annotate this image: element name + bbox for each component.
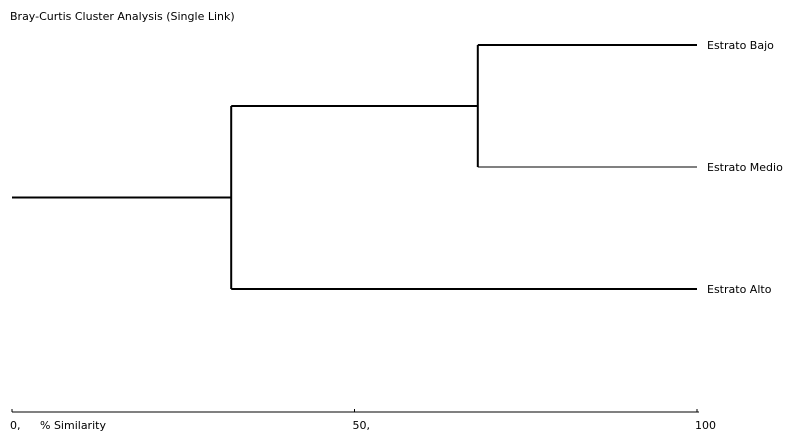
- dendrogram-tree: [12, 44, 697, 290]
- similarity-axis: % Similarity 0, 50, 100: [10, 409, 716, 432]
- leaf-labels: Estrato Bajo Estrato Medio Estrato Alto: [707, 39, 783, 296]
- leaf-label: Estrato Alto: [707, 283, 772, 296]
- axis-tick-label: 50,: [353, 419, 371, 432]
- leaf-label: Estrato Bajo: [707, 39, 774, 52]
- axis-tick-label: 100: [695, 419, 716, 432]
- axis-title: % Similarity: [40, 419, 106, 432]
- chart-title: Bray-Curtis Cluster Analysis (Single Lin…: [10, 10, 235, 23]
- leaf-label: Estrato Medio: [707, 161, 783, 174]
- axis-tick-label: 0,: [10, 419, 21, 432]
